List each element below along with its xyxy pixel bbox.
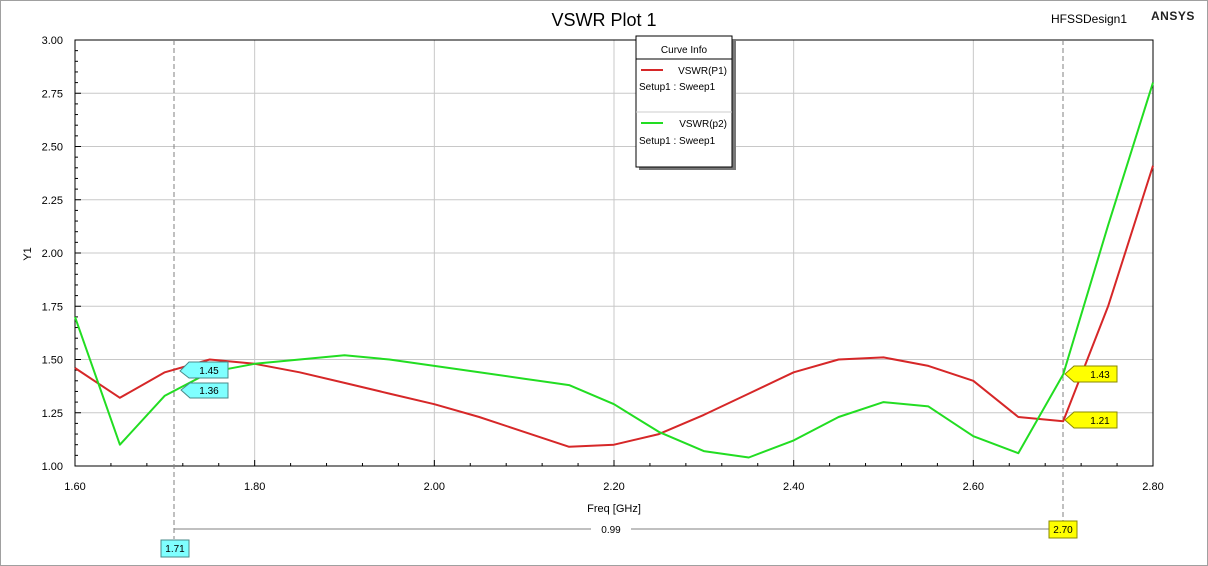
x-tick-label: 1.80 — [244, 481, 265, 493]
y-axis-label: Y1 — [22, 247, 34, 260]
legend-entry-p2-name: VSWR(p2) — [679, 119, 727, 130]
marker-tag-p2-2-label: 1.43 — [1090, 370, 1110, 381]
x-marker-2-label: 2.70 — [1053, 525, 1073, 536]
y-tick-label: 1.25 — [42, 408, 63, 420]
marker-tag-p1-2[interactable]: 1.21 — [1064, 411, 1118, 429]
legend-title: Curve Info — [661, 45, 708, 56]
legend-entry-p1-name: VSWR(P1) — [678, 66, 727, 77]
x-tick-label: 2.60 — [963, 481, 984, 493]
x-tick-label: 2.20 — [603, 481, 624, 493]
marker-tag-p1-2-label: 1.21 — [1090, 416, 1110, 427]
delta-label: 0.99 — [601, 525, 621, 536]
marker-tag-p2-1-label: 1.36 — [199, 386, 219, 397]
y-tick-label: 2.75 — [42, 88, 63, 100]
x-tick-label: 2.40 — [783, 481, 804, 493]
plot-border — [74, 39, 1154, 467]
y-tick-label: 1.75 — [42, 301, 63, 313]
x-marker-1-label: 1.71 — [165, 544, 185, 555]
series-group — [74, 82, 1154, 459]
legend-entry-p1-setup: Setup1 : Sweep1 — [639, 82, 716, 93]
y-tick-label: 2.25 — [42, 195, 63, 207]
y-tick-label: 3.00 — [42, 35, 63, 47]
legend[interactable]: Curve Info VSWR(P1) Setup1 : Sweep1 VSWR… — [635, 35, 736, 170]
x-marker-2[interactable]: 2.70 — [1048, 520, 1078, 539]
x-tick-label: 2.80 — [1142, 481, 1163, 493]
series-line-p2[interactable] — [74, 82, 1154, 459]
marker-tag-p1-1-label: 1.45 — [199, 366, 219, 377]
x-tick-label: 1.60 — [64, 481, 85, 493]
marker-tag-p2-1[interactable]: 1.36 — [180, 382, 229, 399]
x-axis-label: Freq [GHz] — [587, 503, 641, 515]
legend-entry-p2-setup: Setup1 : Sweep1 — [639, 136, 716, 147]
chart-title: VSWR Plot 1 — [551, 10, 656, 30]
y-tick-label: 1.50 — [42, 355, 63, 367]
x-marker-1[interactable]: 1.71 — [160, 539, 190, 558]
design-name: HFSSDesign1 — [1051, 12, 1127, 26]
brand-logo: ANSYS — [1151, 9, 1195, 23]
marker-tag-p2-2[interactable]: 1.43 — [1064, 365, 1118, 383]
marker-tag-p1-1[interactable]: 1.45 — [179, 361, 229, 379]
y-tick-label: 2.50 — [42, 142, 63, 154]
y-tick-label: 2.00 — [42, 248, 63, 260]
y-tick-label: 1.00 — [42, 461, 63, 473]
x-tick-label: 2.00 — [424, 481, 445, 493]
y-tick-labels: 1.00 1.25 1.50 1.75 2.00 2.25 2.50 2.75 3.00 — [42, 35, 63, 473]
x-tick-labels: 1.60 1.80 2.00 2.20 2.40 2.60 2.80 — [64, 481, 1163, 493]
